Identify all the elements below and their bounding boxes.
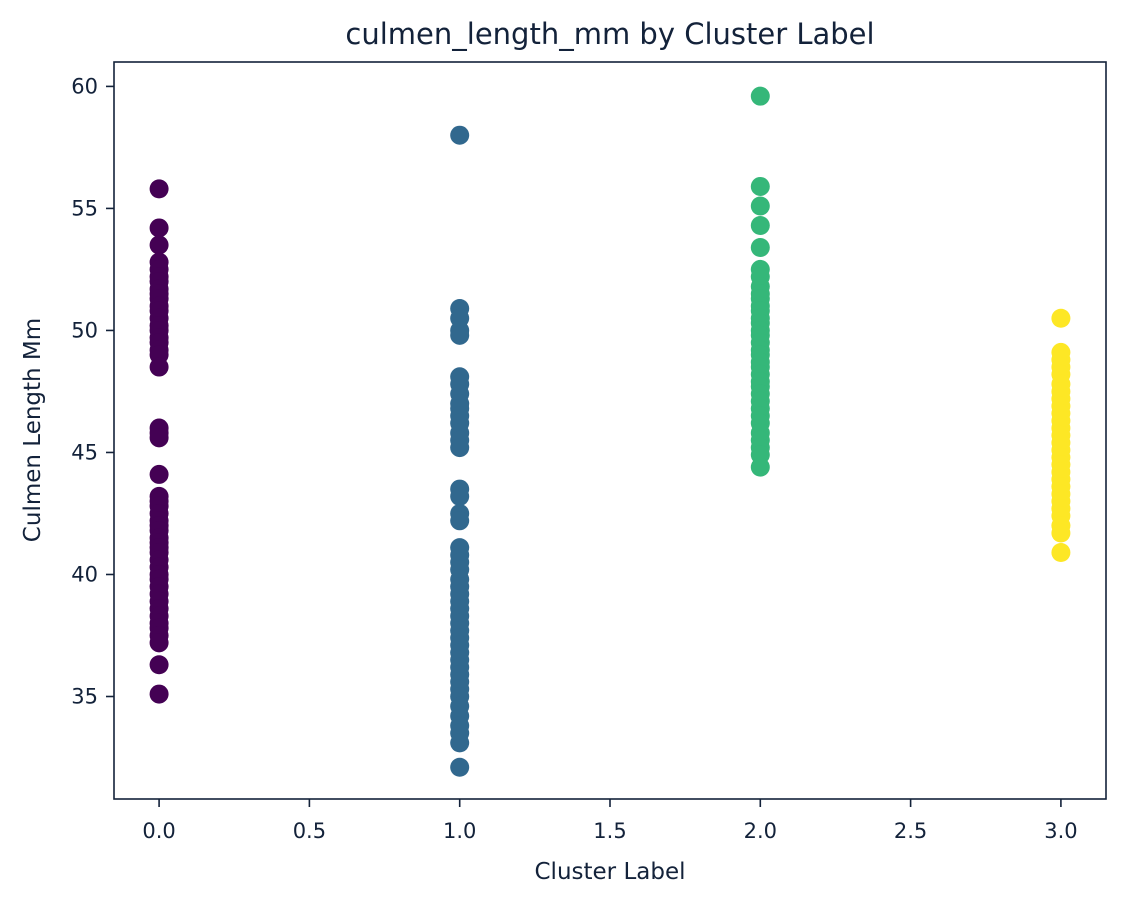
point-cluster-0-23: [149, 464, 169, 484]
point-cluster-0-48: [149, 655, 169, 675]
x-tick-label: 1.0: [443, 819, 476, 843]
y-tick-label: 60: [71, 74, 98, 98]
chart-title: culmen_length_mm by Cluster Label: [345, 17, 874, 51]
point-cluster-2-0: [750, 86, 770, 106]
x-axis-label: Cluster Label: [535, 859, 686, 885]
point-cluster-1-45: [450, 757, 470, 777]
x-tick-label: 0.5: [293, 819, 326, 843]
point-cluster-2-1: [750, 176, 770, 196]
data-points: [149, 86, 1071, 777]
x-tick-label: 2.5: [894, 819, 927, 843]
x-tick-label: 2.0: [744, 819, 777, 843]
point-cluster-2-2: [750, 196, 770, 216]
point-cluster-0-1: [149, 218, 169, 238]
x-tick-label: 0.0: [142, 819, 175, 843]
x-axis-ticks: 0.0 0.5 1.0 1.5 2.0 2.5 3.0: [142, 799, 1078, 843]
x-tick-label: 3.0: [1044, 819, 1077, 843]
point-cluster-2-33: [750, 457, 770, 477]
point-cluster-0-19: [149, 357, 169, 377]
y-axis-ticks: 35 40 45 50 55 60: [71, 74, 114, 709]
y-tick-label: 35: [71, 685, 98, 709]
point-cluster-1-14: [450, 438, 470, 458]
y-tick-label: 45: [71, 440, 98, 464]
x-tick-label: 1.5: [593, 819, 626, 843]
point-cluster-1-18: [450, 511, 470, 531]
y-tick-label: 50: [71, 318, 98, 342]
point-cluster-1-16: [450, 486, 470, 506]
y-tick-label: 40: [71, 562, 98, 586]
point-cluster-2-3: [750, 216, 770, 236]
point-cluster-2-4: [750, 237, 770, 257]
y-tick-label: 55: [71, 196, 98, 220]
point-cluster-0-49: [149, 684, 169, 704]
point-cluster-0-2: [149, 235, 169, 255]
point-cluster-1-0: [450, 125, 470, 145]
point-cluster-0-47: [149, 633, 169, 653]
point-cluster-1-4: [450, 325, 470, 345]
point-cluster-3-0: [1051, 308, 1071, 328]
point-cluster-0-0: [149, 179, 169, 199]
point-cluster-1-44: [450, 733, 470, 753]
point-cluster-0-22: [149, 428, 169, 448]
plot-frame: [113, 61, 1107, 800]
point-cluster-3-26: [1051, 543, 1071, 563]
y-axis-label: Culmen Length Mm: [20, 318, 46, 542]
point-cluster-3-25: [1051, 523, 1071, 543]
